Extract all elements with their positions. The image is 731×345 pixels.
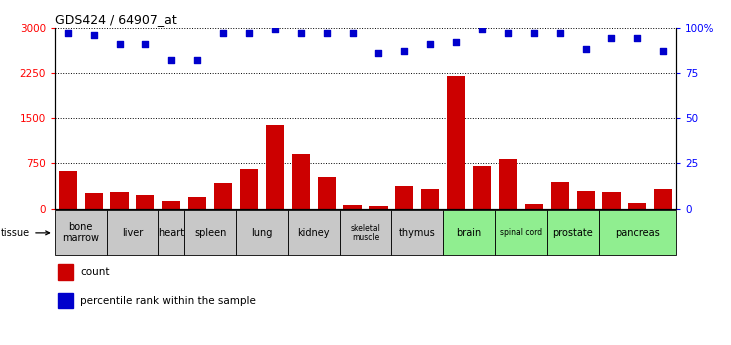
Point (62, 30, 74, 36)
Point (192, 57, 203, 63)
Bar (525, 204, 543, 209)
Point (88, 32, 99, 38)
Point (450, 39, 462, 45)
Point (502, 30, 514, 36)
Bar (499, 159, 517, 209)
Bar (547, 210, 599, 255)
Bar (159, 210, 184, 255)
Text: tissue: tissue (1, 228, 50, 238)
Point (528, 30, 539, 36)
Bar (317, 177, 336, 209)
Bar (443, 210, 495, 255)
Text: spleen: spleen (194, 228, 227, 238)
Point (243, 30, 255, 36)
Bar (85, 193, 103, 209)
Text: percentile rank within the sample: percentile rank within the sample (80, 296, 257, 306)
Bar (58, 171, 77, 209)
Bar (391, 210, 443, 255)
Bar (55, 210, 107, 255)
Point (114, 41, 126, 47)
Point (632, 36, 643, 41)
Bar (550, 182, 569, 209)
Text: spinal cord: spinal cord (500, 228, 542, 237)
Bar (58, 264, 73, 280)
Text: prostate: prostate (552, 228, 593, 238)
Bar (395, 186, 414, 209)
Point (321, 30, 333, 36)
Text: brain: brain (456, 228, 482, 238)
Bar (236, 210, 288, 255)
Point (580, 47, 591, 52)
Bar (110, 192, 129, 209)
Point (605, 36, 617, 41)
Bar (240, 169, 258, 209)
Text: bone
marrow: bone marrow (62, 223, 99, 243)
Text: lung: lung (251, 228, 273, 238)
Point (217, 30, 229, 36)
Bar (495, 210, 547, 255)
Bar (654, 189, 673, 209)
Point (398, 48, 410, 54)
Bar (340, 210, 391, 255)
Bar (137, 195, 154, 209)
Point (554, 30, 566, 36)
Point (346, 30, 358, 36)
Bar (344, 205, 362, 209)
Text: pancreas: pancreas (615, 228, 659, 238)
Bar (628, 203, 646, 209)
Bar (421, 189, 439, 209)
Bar (599, 210, 676, 255)
Point (657, 48, 669, 54)
Point (425, 41, 436, 47)
Point (476, 27, 488, 32)
Bar (447, 76, 465, 209)
Bar (58, 293, 73, 308)
Text: liver: liver (122, 228, 143, 238)
Bar (292, 155, 310, 209)
Bar (602, 192, 621, 209)
Text: kidney: kidney (298, 228, 330, 238)
Text: GDS424 / 64907_at: GDS424 / 64907_at (55, 13, 177, 27)
Bar (214, 183, 232, 209)
Bar (266, 125, 284, 209)
Bar (369, 206, 387, 209)
Bar (162, 201, 181, 209)
Bar (188, 197, 206, 209)
Text: count: count (80, 267, 110, 277)
Text: thymus: thymus (399, 228, 436, 238)
Text: heart: heart (159, 228, 184, 238)
Point (165, 57, 177, 63)
Bar (577, 191, 594, 209)
Bar (184, 210, 236, 255)
Point (140, 41, 151, 47)
Point (373, 50, 385, 56)
Text: skeletal
muscle: skeletal muscle (351, 224, 380, 242)
Point (295, 30, 306, 36)
Bar (288, 210, 340, 255)
Bar (107, 210, 159, 255)
Bar (473, 166, 491, 209)
Point (269, 27, 281, 32)
